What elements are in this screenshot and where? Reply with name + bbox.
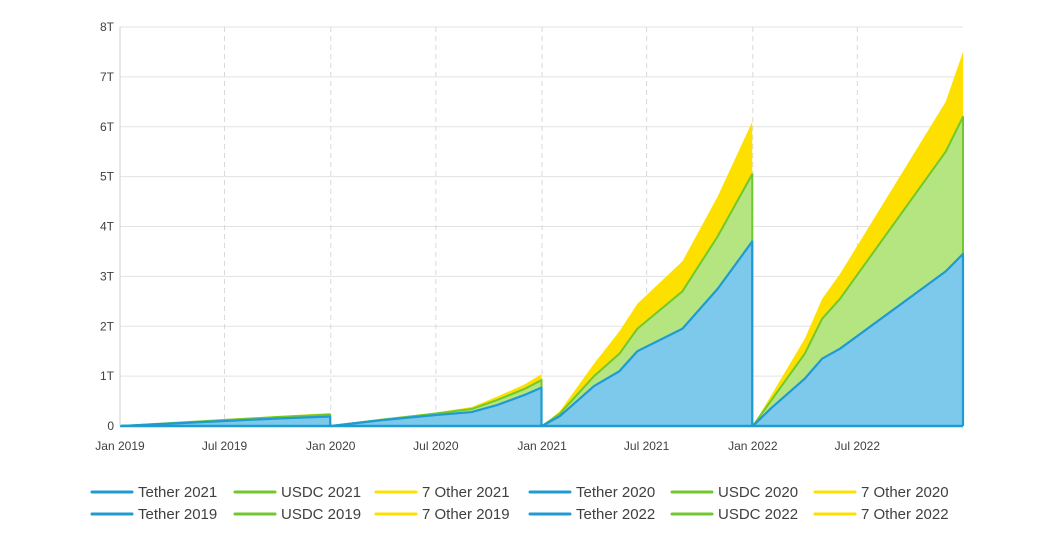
legend-item: USDC 2022 xyxy=(670,506,798,523)
legend-label: 7 Other 2019 xyxy=(422,506,510,523)
legend-label: USDC 2019 xyxy=(281,506,361,523)
x-tick-label: Jan 2020 xyxy=(306,439,356,453)
x-tick-label: Jan 2019 xyxy=(95,439,145,453)
area-tether-2020 xyxy=(330,387,542,426)
y-tick-label: 0 xyxy=(107,419,114,433)
legend-item: Tether 2019 xyxy=(90,506,217,523)
x-tick-label: Jul 2020 xyxy=(413,439,459,453)
line-usdc-2021 xyxy=(541,173,754,427)
axis-layer: 0 1T 2T 3T 4T 5T 6T 7T 8T Jan 2019 Jul 2019 Jan 202… xyxy=(95,20,880,453)
line-tether-2019 xyxy=(119,415,332,428)
legend-item: USDC 2019 xyxy=(233,506,361,523)
legend-label: 7 Other 2020 xyxy=(861,484,949,501)
y-tick-label: 4T xyxy=(100,220,115,234)
legend-label: 7 Other 2021 xyxy=(422,484,510,501)
x-tick-label: Jul 2019 xyxy=(202,439,248,453)
legend-item: USDC 2021 xyxy=(233,484,361,501)
legend-item: Tether 2020 xyxy=(528,484,655,501)
area-usdc-2022 xyxy=(752,116,963,427)
legend-item: 7 Other 2022 xyxy=(813,506,949,523)
y-tick-label: 6T xyxy=(100,120,115,134)
area-tether-2021 xyxy=(542,241,753,426)
y-tick-label: 1T xyxy=(100,369,115,383)
legend-item: Tether 2021 xyxy=(90,484,217,501)
x-tick-label: Jan 2022 xyxy=(728,439,778,453)
line-tether-2022 xyxy=(752,252,965,427)
legend: Tether 2021 USDC 2021 7 Other 2021 Tether 2… xyxy=(90,484,949,523)
y-tick-label: 8T xyxy=(100,20,115,34)
legend-label: USDC 2022 xyxy=(718,506,798,523)
x-tick-label: Jul 2022 xyxy=(835,439,881,453)
legend-label: Tether 2019 xyxy=(138,506,217,523)
legend-label: USDC 2020 xyxy=(718,484,798,501)
legend-item: 7 Other 2020 xyxy=(813,484,949,501)
line-layer xyxy=(119,115,965,428)
legend-label: Tether 2020 xyxy=(576,484,655,501)
y-tick-label: 7T xyxy=(100,70,115,84)
x-tick-label: Jul 2021 xyxy=(624,439,670,453)
legend-item: USDC 2020 xyxy=(670,484,798,501)
line-tether-2020 xyxy=(330,386,543,428)
legend-label: 7 Other 2022 xyxy=(861,506,949,523)
y-tick-label: 2T xyxy=(100,319,115,333)
legend-item: 7 Other 2019 xyxy=(374,506,510,523)
y-tick-label: 5T xyxy=(100,170,115,184)
legend-label: Tether 2021 xyxy=(138,484,217,501)
legend-label: USDC 2021 xyxy=(281,484,361,501)
area-layer xyxy=(120,51,963,427)
area-tether-2022 xyxy=(752,253,963,426)
legend-item: 7 Other 2021 xyxy=(374,484,510,501)
line-tether-2021 xyxy=(541,240,754,427)
legend-label: Tether 2022 xyxy=(576,506,655,523)
x-tick-label: Jan 2021 xyxy=(517,439,567,453)
legend-item: Tether 2022 xyxy=(528,506,655,523)
line-usdc-2022 xyxy=(752,115,964,427)
y-tick-label: 3T xyxy=(100,269,115,283)
